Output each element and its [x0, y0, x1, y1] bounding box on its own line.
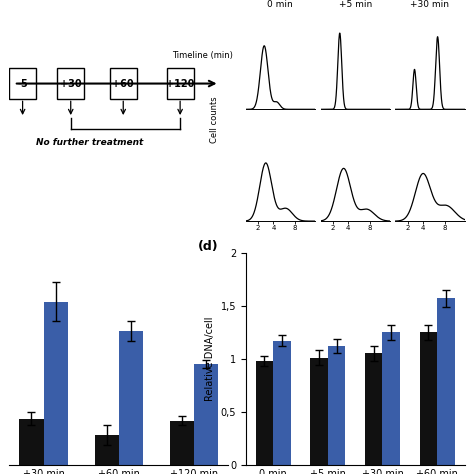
Title: 0 min: 0 min — [267, 0, 293, 9]
Text: +30: +30 — [60, 79, 82, 89]
Bar — [273, 341, 291, 465]
Bar — [170, 420, 194, 465]
Text: Genome equivalents: Genome equivalents — [308, 266, 402, 275]
Text: +60: +60 — [112, 79, 134, 89]
Bar — [255, 361, 273, 465]
Bar — [19, 419, 44, 465]
Text: (d): (d) — [198, 240, 218, 253]
Text: Timeline (min): Timeline (min) — [172, 51, 232, 60]
FancyBboxPatch shape — [57, 68, 84, 100]
Title: +30 min: +30 min — [410, 0, 449, 9]
FancyBboxPatch shape — [166, 68, 194, 100]
Bar — [437, 298, 455, 465]
Bar — [310, 358, 328, 465]
Bar — [419, 332, 437, 465]
Text: -5: -5 — [17, 79, 28, 89]
Bar — [44, 302, 68, 465]
Y-axis label: Relative DNA/cell: Relative DNA/cell — [205, 317, 215, 401]
Title: +5 min: +5 min — [338, 0, 372, 9]
Text: Cell counts: Cell counts — [210, 96, 219, 143]
FancyBboxPatch shape — [9, 68, 36, 100]
Legend: Wild-type, T7-dnaA: Wild-type, T7-dnaA — [275, 279, 344, 309]
Bar — [119, 331, 143, 465]
Bar — [383, 332, 400, 465]
Text: +120: +120 — [166, 79, 194, 89]
Bar — [95, 435, 119, 465]
Bar — [365, 354, 383, 465]
Text: No further treatment: No further treatment — [36, 138, 143, 147]
FancyBboxPatch shape — [109, 68, 137, 100]
Bar — [194, 364, 219, 465]
Bar — [328, 346, 345, 465]
